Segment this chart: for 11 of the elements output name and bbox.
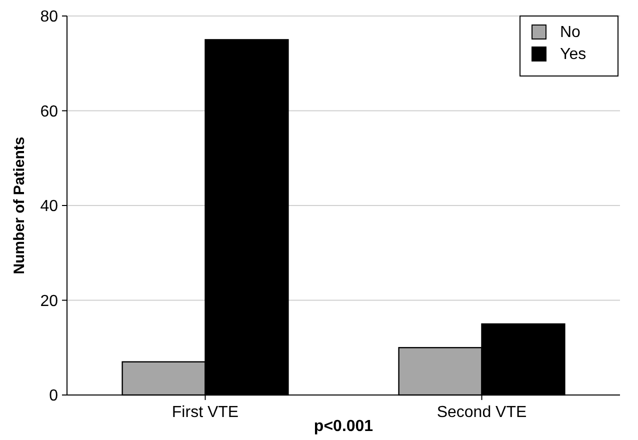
text: p<0.001 bbox=[314, 418, 374, 435]
x-tick-label: First VTE bbox=[172, 404, 239, 421]
y-tick-label: 20 bbox=[40, 292, 58, 310]
y-axis-title: Number of Patients bbox=[11, 136, 28, 274]
y-tick-label: 0 bbox=[49, 388, 58, 405]
y-tick-label: 60 bbox=[40, 103, 58, 120]
x-tick-label: Second VTE bbox=[436, 404, 527, 421]
y-tick-label: 80 bbox=[40, 8, 58, 26]
legend-label: No bbox=[560, 24, 581, 41]
y-tick-label: 40 bbox=[40, 198, 58, 216]
legend-label: Yes bbox=[560, 46, 586, 63]
